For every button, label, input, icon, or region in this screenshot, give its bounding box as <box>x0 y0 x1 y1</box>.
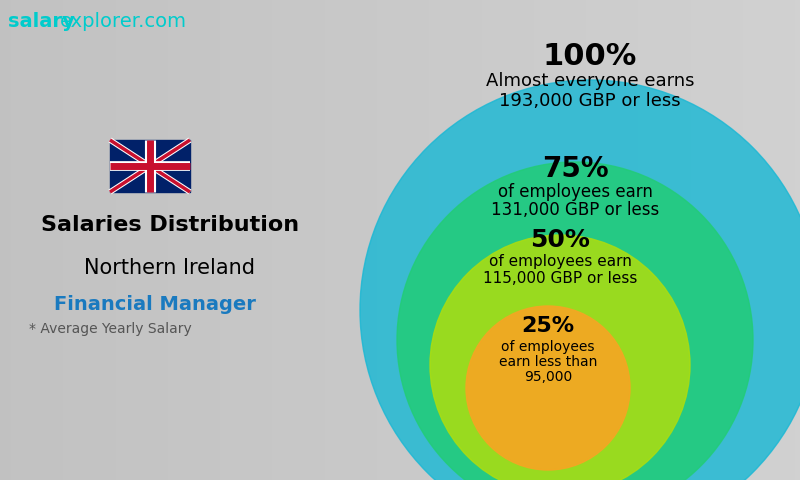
Text: * Average Yearly Salary: * Average Yearly Salary <box>29 322 191 336</box>
Text: of employees earn: of employees earn <box>489 254 631 269</box>
Text: explorer.com: explorer.com <box>60 12 187 31</box>
Circle shape <box>466 306 630 470</box>
Text: earn less than: earn less than <box>499 355 597 369</box>
Text: Almost everyone earns: Almost everyone earns <box>486 72 694 90</box>
Text: 100%: 100% <box>543 42 637 71</box>
Text: 115,000 GBP or less: 115,000 GBP or less <box>483 271 637 286</box>
Text: of employees earn: of employees earn <box>498 183 653 201</box>
Text: 131,000 GBP or less: 131,000 GBP or less <box>491 201 659 219</box>
Circle shape <box>397 162 753 480</box>
Circle shape <box>430 235 690 480</box>
Text: 50%: 50% <box>530 228 590 252</box>
Bar <box>110 140 190 192</box>
Text: Northern Ireland: Northern Ireland <box>85 258 255 278</box>
Text: of employees: of employees <box>502 340 594 354</box>
Text: Salaries Distribution: Salaries Distribution <box>41 215 299 235</box>
Text: 95,000: 95,000 <box>524 370 572 384</box>
Text: 75%: 75% <box>542 155 608 183</box>
Text: 25%: 25% <box>522 316 574 336</box>
Text: Financial Manager: Financial Manager <box>54 295 256 314</box>
Text: 193,000 GBP or less: 193,000 GBP or less <box>499 92 681 110</box>
Circle shape <box>360 80 800 480</box>
Text: salary: salary <box>8 12 74 31</box>
